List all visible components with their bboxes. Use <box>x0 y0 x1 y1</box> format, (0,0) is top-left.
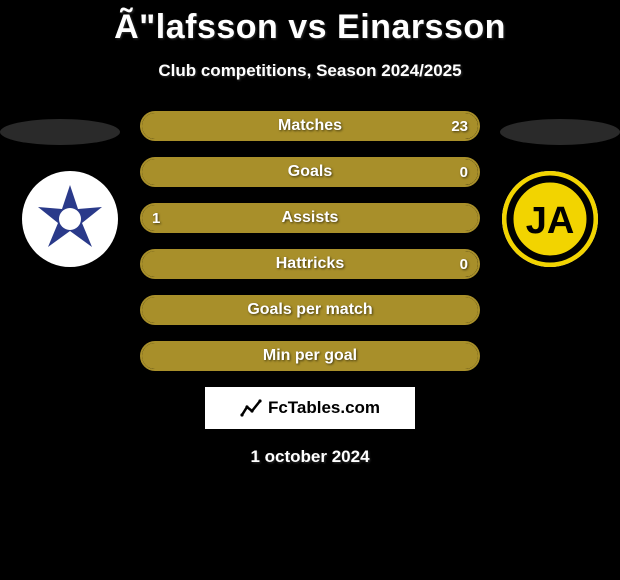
footer-badge[interactable]: FcTables.com <box>205 387 415 429</box>
subtitle: Club competitions, Season 2024/2025 <box>0 61 620 81</box>
stat-value-left: 1 <box>142 205 170 231</box>
stat-label: Hattricks <box>142 251 478 277</box>
stat-label: Min per goal <box>142 343 478 369</box>
stjarnan-icon <box>30 179 110 259</box>
club-badge-left <box>22 171 118 267</box>
shadow-ellipse-right <box>500 119 620 145</box>
stat-value-right: 23 <box>441 113 478 139</box>
shadow-ellipse-left <box>0 119 120 145</box>
stat-label: Assists <box>142 205 478 231</box>
stat-bars: Matches23Goals0Assists1Hattricks0Goals p… <box>140 111 480 371</box>
stat-row: Assists1 <box>140 203 480 233</box>
comparison-panel: JA Matches23Goals0Assists1Hattricks0Goal… <box>0 111 620 371</box>
stat-row: Hattricks0 <box>140 249 480 279</box>
footer-label: FcTables.com <box>268 398 380 418</box>
stat-label: Goals per match <box>142 297 478 323</box>
stat-row: Min per goal <box>140 341 480 371</box>
stat-row: Goals0 <box>140 157 480 187</box>
stat-label: Matches <box>142 113 478 139</box>
stat-row: Matches23 <box>140 111 480 141</box>
date-label: 1 october 2024 <box>0 447 620 467</box>
page-title: Ã"lafsson vs Einarsson <box>0 0 620 47</box>
stat-row: Goals per match <box>140 295 480 325</box>
fctables-icon <box>240 397 262 419</box>
stat-value-right: 0 <box>450 159 478 185</box>
svg-text:JA: JA <box>526 200 575 242</box>
stat-value-right: 0 <box>450 251 478 277</box>
stat-label: Goals <box>142 159 478 185</box>
ia-icon: JA <box>502 171 598 267</box>
club-badge-right: JA <box>502 171 598 267</box>
